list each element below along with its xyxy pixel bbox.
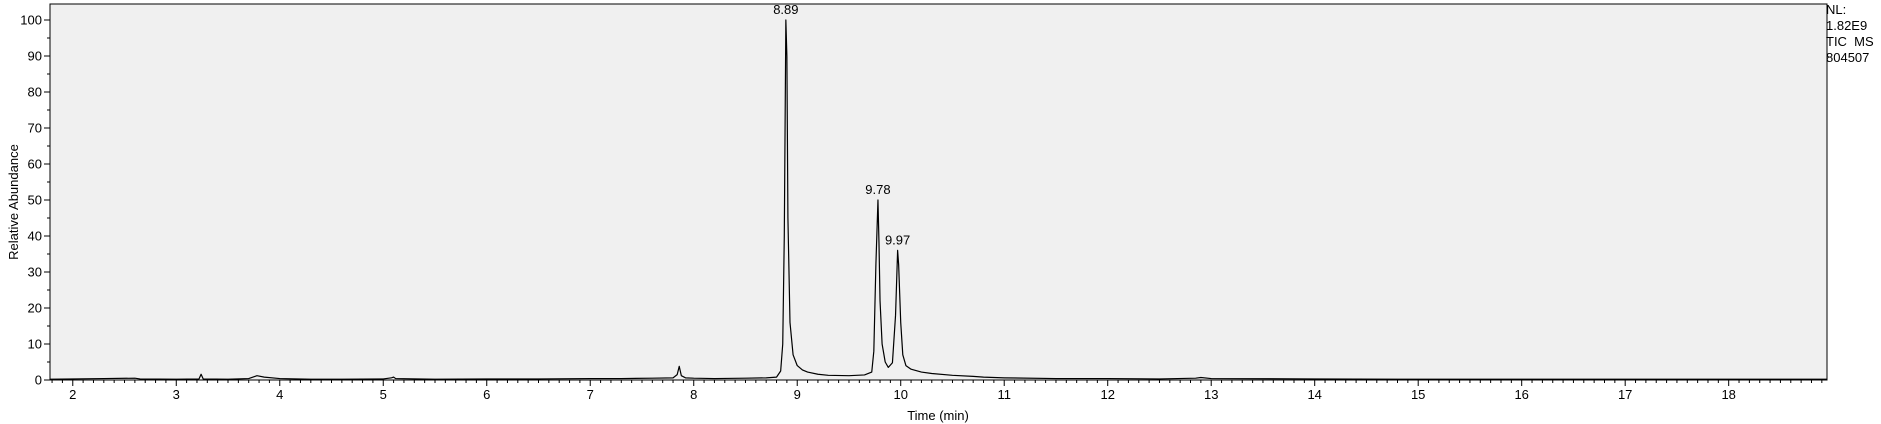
file-id: 804507 [1826,50,1870,65]
x-tick-label: 16 [1514,387,1528,402]
peak-label: 8.89 [773,2,798,17]
x-tick-label: 4 [276,387,283,402]
x-tick-label: 10 [893,387,907,402]
nl-label: NL: [1826,2,1847,17]
x-tick-label: 7 [587,387,594,402]
x-tick-label: 11 [997,387,1011,402]
x-tick-label: 8 [690,387,697,402]
y-tick-label: 10 [28,337,42,352]
y-tick-label: 70 [28,121,42,136]
y-axis: 0 10 20 30 40 50 60 70 80 90 100 [20,13,50,388]
x-tick-label: 14 [1307,387,1321,402]
x-tick-label: 18 [1721,387,1735,402]
trace-type: TIC MS [1826,34,1874,49]
y-tick-label: 80 [28,85,42,100]
plot-area [49,3,1828,381]
x-tick-label: 2 [69,387,76,402]
x-axis: 2 3 4 5 6 7 8 9 10 11 12 13 14 15 16 17 18 [51,380,1823,402]
x-tick-label: 5 [380,387,387,402]
peak-label: 9.78 [865,182,890,197]
peak-label: 9.97 [885,232,910,247]
y-tick-label: 100 [20,13,42,28]
x-tick-label: 12 [1100,387,1114,402]
x-tick-label: 6 [483,387,490,402]
x-axis-title: Time (min) [907,408,969,423]
x-tick-label: 9 [794,387,801,402]
y-tick-label: 0 [35,373,42,388]
y-tick-label: 60 [28,157,42,172]
x-tick-label: 13 [1204,387,1218,402]
y-tick-label: 40 [28,229,42,244]
y-tick-label: 90 [28,49,42,64]
x-tick-label: 17 [1618,387,1632,402]
y-tick-label: 50 [28,193,42,208]
trace-info-panel: NL: 1.82E9 TIC MS 804507 [1826,2,1874,66]
peak-labels: 8.89 9.78 9.97 [773,2,910,247]
tic-trace-line [49,19,1827,380]
x-tick-label: 3 [173,387,180,402]
x-tick-label: 15 [1411,387,1425,402]
y-tick-label: 20 [28,301,42,316]
y-axis-title: Relative Abundance [6,144,21,260]
y-tick-label: 30 [28,265,42,280]
nl-value: 1.82E9 [1826,18,1868,33]
